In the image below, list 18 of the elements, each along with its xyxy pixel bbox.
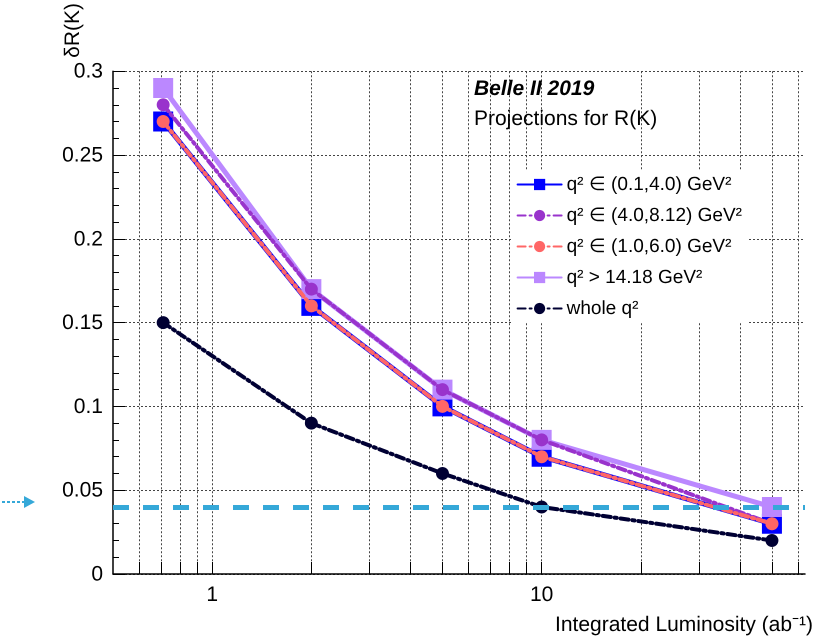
y-axis-title: δR(K) (61, 3, 84, 58)
y-tick-label: 0.1 (74, 394, 103, 418)
y-tick-label: 0 (91, 562, 103, 586)
y-tick-label: 0.2 (74, 227, 103, 250)
legend-label: q² ∈ (0.1,4.0) GeV² (566, 174, 732, 195)
legend-label: q² > 14.18 GeV² (566, 267, 702, 288)
x-tick-label: 10 (530, 583, 554, 606)
legend-label: whole q² (566, 298, 638, 319)
y-tick-label: 0.05 (62, 478, 103, 502)
y-tick-label: 0.15 (62, 311, 103, 334)
legend-label: q² ∈ (1.0,6.0) GeV² (566, 236, 732, 257)
annotation: Belle II 2019 (474, 77, 595, 100)
annotation: Projections for R(K) (474, 107, 658, 130)
x-tick-label: 1 (206, 583, 218, 606)
y-tick-label: 0.25 (62, 144, 103, 167)
y-tick-label: 0.3 (74, 60, 103, 83)
legend-label: q² ∈ (4.0,8.12) GeV² (566, 205, 742, 226)
x-axis-title: Integrated Luminosity (ab⁻¹) (555, 613, 813, 636)
